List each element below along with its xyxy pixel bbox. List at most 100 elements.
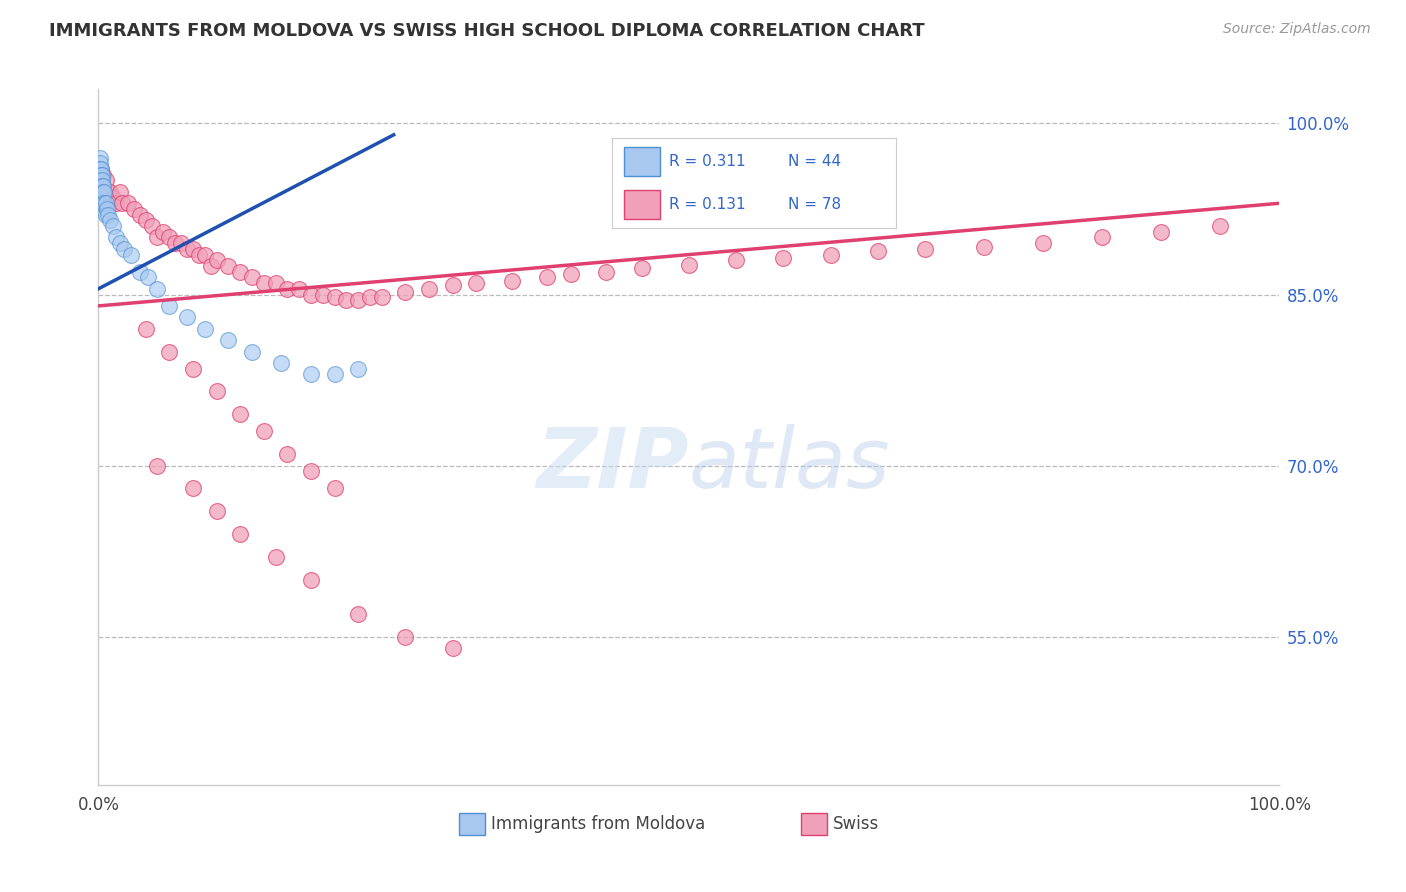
Point [97, 185, 120, 199]
Point [560, 267, 582, 281]
Point [299, 464, 322, 478]
Point [501, 274, 523, 288]
Point [101, 219, 124, 233]
Point [335, 293, 357, 308]
Point [89, 156, 111, 170]
Point [347, 361, 370, 376]
Point [90, 162, 112, 177]
Point [90, 196, 112, 211]
Point [181, 361, 204, 376]
Point [152, 225, 174, 239]
Point [359, 290, 381, 304]
Point [98, 185, 121, 199]
Point [394, 630, 416, 644]
Point [91, 168, 114, 182]
Point [89, 190, 111, 204]
Point [90, 173, 112, 187]
Point [288, 282, 311, 296]
Point [94, 173, 117, 187]
Point [94, 208, 117, 222]
Text: Swiss: Swiss [832, 815, 879, 833]
Point [146, 230, 169, 244]
Point [820, 247, 842, 261]
Point [217, 259, 239, 273]
Point [112, 242, 135, 256]
Point [91, 168, 114, 182]
Point [914, 242, 936, 256]
Point [122, 202, 145, 216]
Point [205, 384, 228, 399]
Point [347, 293, 370, 308]
Point [595, 265, 617, 279]
Point [181, 242, 204, 256]
Point [312, 287, 335, 301]
Point [93, 196, 115, 211]
Point [176, 310, 198, 325]
Point [91, 179, 114, 194]
Point [240, 270, 263, 285]
Point [136, 270, 159, 285]
Point [98, 213, 121, 227]
Point [276, 282, 298, 296]
Point [253, 276, 276, 290]
Point [90, 168, 112, 182]
Point [105, 230, 128, 244]
Point [772, 251, 794, 265]
Point [187, 247, 209, 261]
Point [1091, 230, 1114, 244]
Point [128, 208, 150, 222]
Point [135, 322, 157, 336]
Point [418, 282, 440, 296]
Point [91, 173, 114, 187]
Point [176, 242, 198, 256]
Point [323, 290, 346, 304]
Point [264, 276, 287, 290]
Point [264, 549, 287, 564]
Point [229, 527, 252, 541]
Point [157, 299, 180, 313]
Point [91, 179, 114, 194]
FancyBboxPatch shape [458, 813, 485, 835]
Point [240, 344, 263, 359]
Point [181, 482, 204, 496]
Point [170, 236, 193, 251]
Point [299, 287, 322, 301]
Point [1209, 219, 1232, 233]
Point [105, 196, 128, 211]
Point [205, 504, 228, 518]
Point [117, 196, 139, 211]
Point [866, 244, 889, 259]
Text: Source: ZipAtlas.com: Source: ZipAtlas.com [1223, 22, 1371, 37]
Point [1032, 236, 1054, 251]
Point [157, 230, 180, 244]
Point [135, 213, 157, 227]
Point [146, 282, 169, 296]
Point [205, 253, 228, 268]
Text: atlas: atlas [689, 425, 890, 506]
Point [229, 265, 252, 279]
Point [157, 344, 180, 359]
Point [200, 259, 222, 273]
Point [97, 208, 120, 222]
Point [111, 196, 134, 211]
Point [108, 185, 131, 199]
Point [1150, 225, 1173, 239]
Point [725, 253, 748, 268]
Point [973, 239, 995, 253]
Point [96, 202, 118, 216]
Point [536, 270, 558, 285]
Point [101, 190, 124, 204]
Point [89, 185, 111, 199]
Text: ZIP: ZIP [536, 425, 689, 506]
Point [93, 185, 115, 199]
Point [89, 151, 111, 165]
Point [89, 179, 111, 194]
Point [90, 185, 112, 199]
Point [217, 333, 239, 347]
Point [299, 368, 322, 382]
Point [89, 162, 111, 177]
Point [299, 573, 322, 587]
FancyBboxPatch shape [801, 813, 827, 835]
Point [630, 261, 652, 276]
Point [194, 247, 217, 261]
